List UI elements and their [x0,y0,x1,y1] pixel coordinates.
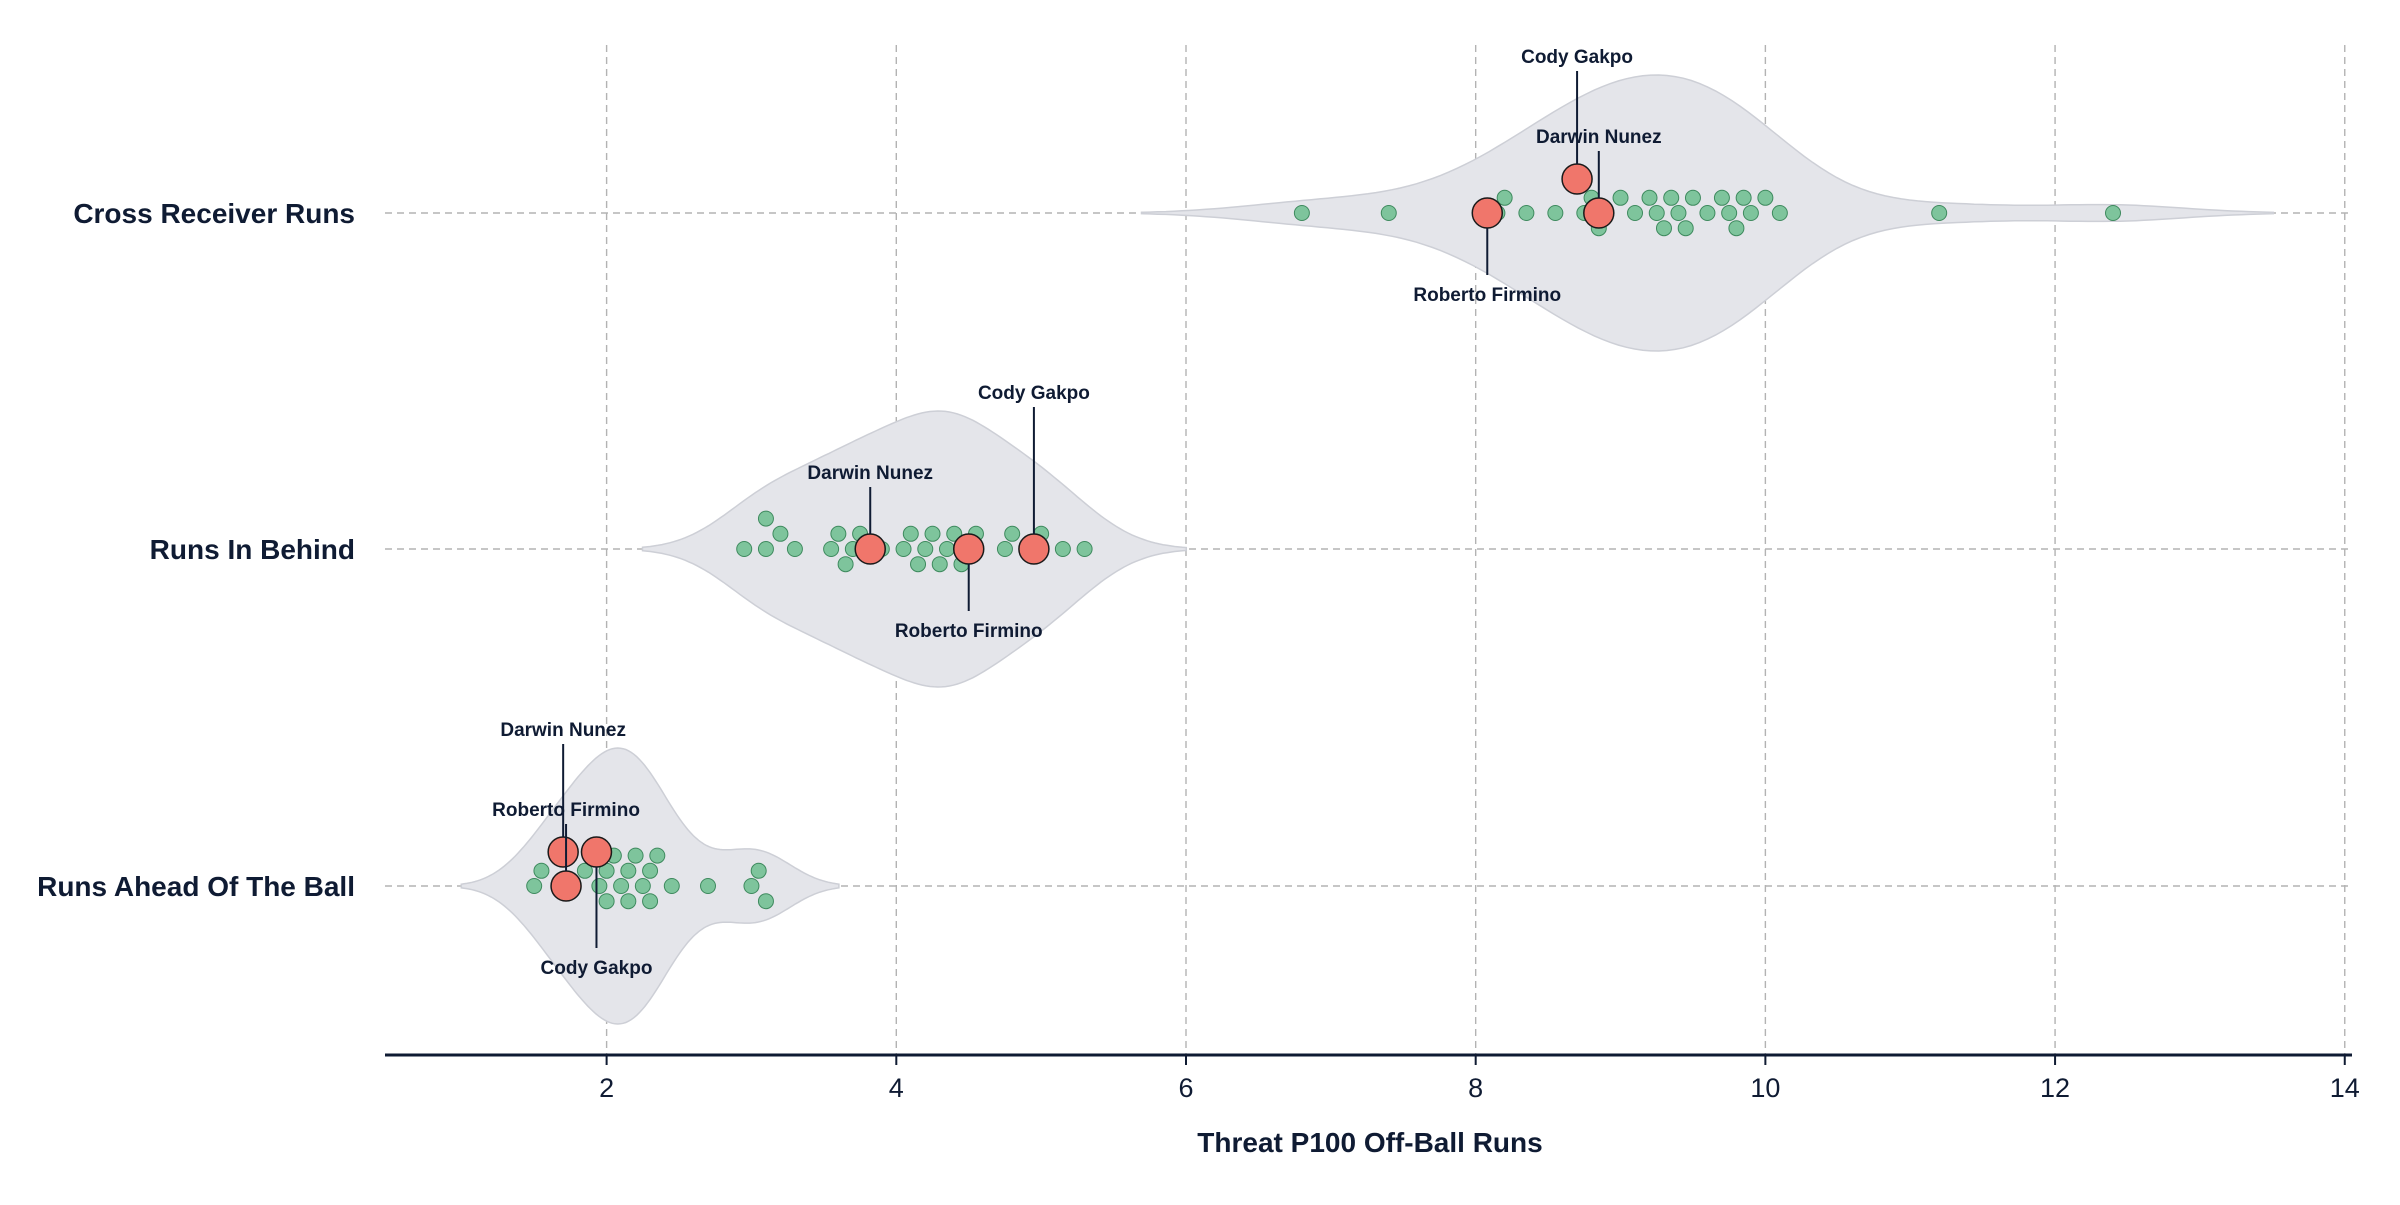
swarm-point [1699,205,1716,221]
swarm-point [895,541,912,557]
swarm-point [620,893,637,910]
swarm-point [939,541,955,557]
swarm-point [1655,220,1672,237]
swarm-point [750,862,767,879]
swarm-point [1728,220,1745,237]
swarm-point [700,878,717,894]
swarm-point [1663,189,1680,206]
swarm-point [642,862,659,879]
swarm-point [772,525,789,542]
swarm-point [830,525,847,542]
swarm-point [1742,205,1759,221]
swarm-point [786,541,803,557]
x-axis-title: Threat P100 Off-Ball Runs [1197,1127,1542,1158]
swarm-point [1713,189,1730,206]
player-label: Cody Gakpo [541,958,653,979]
y-category-label: Runs In Behind [150,534,355,565]
swarm-point [1627,205,1644,221]
x-tick-label: 6 [1178,1073,1193,1103]
swarm-point [757,510,774,527]
swarm-point [613,878,630,894]
highlight-point [550,870,582,902]
swarm-point [2105,205,2122,221]
violin-shape [641,410,1188,688]
swarm-point [1641,189,1658,206]
swarm-point [1648,205,1665,221]
swarm-point [634,878,651,894]
x-tick-label: 12 [2040,1073,2070,1103]
swarm-point [910,556,927,573]
swarm-point [1771,205,1788,221]
swarm-point [823,541,840,557]
swarm-point [1004,525,1021,542]
player-label: Darwin Nunez [500,720,626,741]
x-tick-label: 2 [599,1073,614,1103]
highlight-point [1561,163,1593,195]
player-label: Cody Gakpo [1521,47,1633,68]
y-category-label: Runs Ahead Of The Ball [37,871,355,902]
swarm-point [757,893,774,910]
swarm-point [902,525,919,542]
swarm-point [1380,205,1397,221]
swarm-point [1518,205,1535,221]
swarm-point [1684,189,1701,206]
highlight-point [854,533,886,565]
highlight-point [952,533,985,565]
swarm-point [1547,205,1564,221]
highlight-point [1018,533,1050,565]
swarm-point [1721,205,1738,221]
swarm-point [924,525,941,542]
swarm-point [1054,541,1071,557]
swarm-point [576,862,593,879]
player-label: Darwin Nunez [807,463,933,484]
highlight-point [1583,197,1615,229]
player-label: Roberto Firmino [895,621,1043,642]
swarm-point [1670,205,1687,221]
player-label: Darwin Nunez [1536,127,1662,148]
y-category-label: Cross Receiver Runs [73,198,355,229]
swarm-point [917,541,934,557]
swarm-point [931,556,948,573]
swarm-point [1293,205,1310,221]
violin-layer [460,74,2275,1025]
swarm-point [591,878,608,894]
swarm-point [996,541,1013,557]
x-tick-label: 14 [2330,1073,2360,1103]
x-tick-label: 8 [1468,1073,1483,1103]
x-tick-label: 4 [889,1073,904,1103]
swarm-point [1677,220,1694,237]
player-label: Roberto Firmino [492,800,640,821]
swarm-point [663,878,680,894]
label-layer: Darwin Nunez Roberto Firmino Cody Gakpo Dar… [492,47,1661,979]
swarm-point [598,893,615,910]
swarm-point [649,847,666,864]
swarm-point [620,862,637,879]
swarm-point [1496,189,1513,206]
swarm-point [533,862,550,879]
swarm-point [837,556,854,573]
x-tick-label: 10 [1750,1073,1780,1103]
highlight-point [1471,197,1504,229]
swarm-point [627,847,644,864]
x-axis: Threat P100 Off-Ball Runs 2 4 6 8 10 12 14 Cros… [37,198,2360,1158]
swarm-point [736,541,753,557]
swarm-point [743,878,760,894]
swarm-point [1076,541,1093,557]
swarm-point [1612,189,1629,206]
swarm-point [1735,189,1752,206]
swarm-point [526,878,543,894]
swarm-point [1757,189,1774,206]
player-label: Roberto Firmino [1413,285,1561,306]
highlight-point [547,836,579,868]
player-label: Cody Gakpo [978,383,1090,404]
swarm-point [1931,205,1948,221]
highlight-point [580,836,613,868]
swarm-point [642,893,659,910]
swarm-point [757,541,774,557]
